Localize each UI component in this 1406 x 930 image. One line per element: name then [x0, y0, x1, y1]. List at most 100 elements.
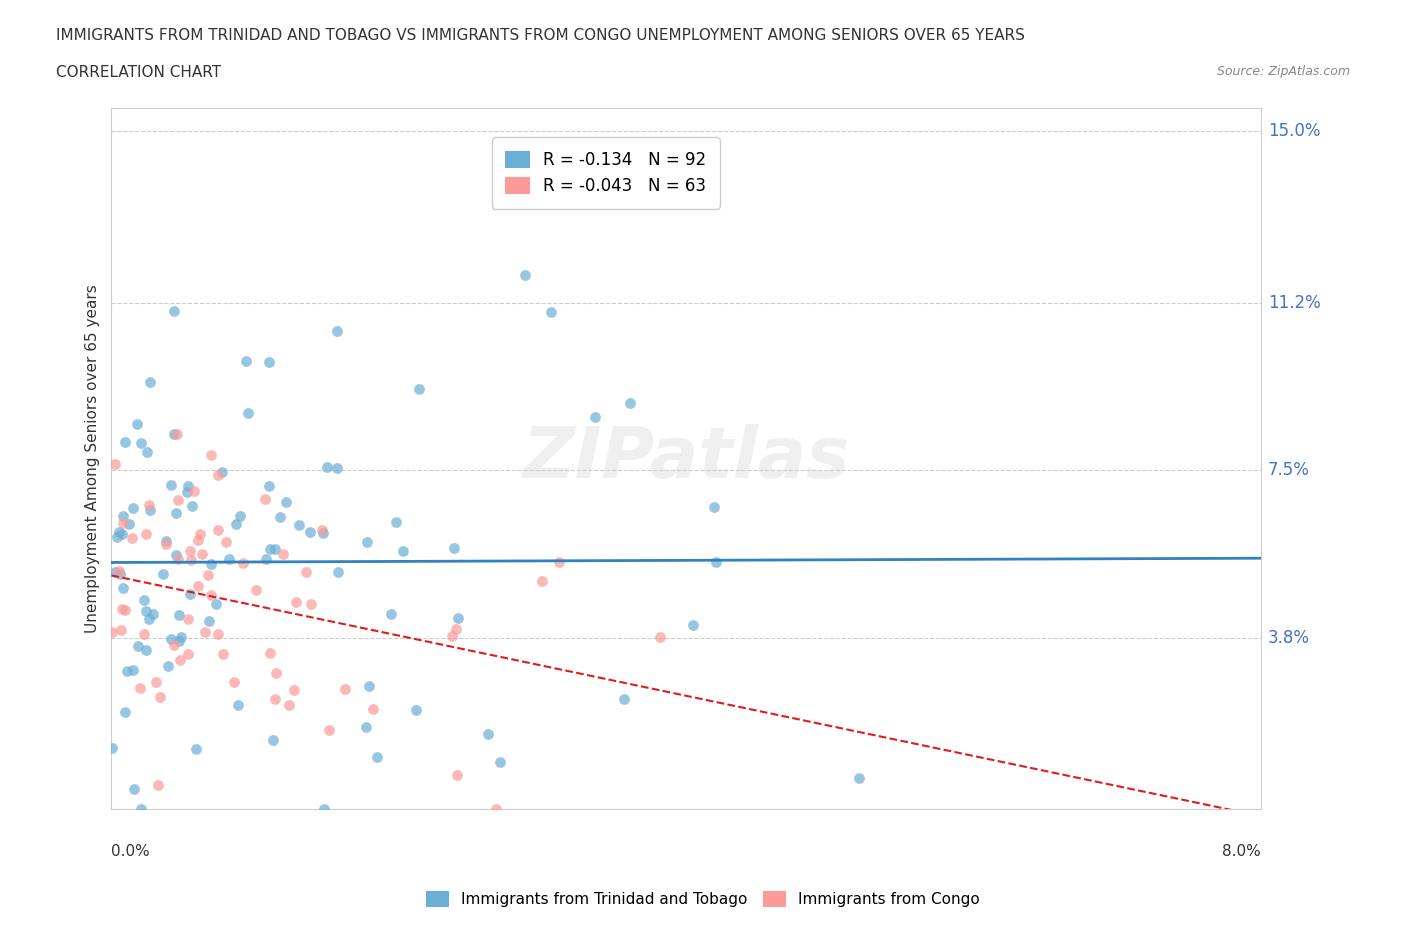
Point — [278, 698, 301, 712]
Point — [152, 566, 174, 581]
Point — [188, 526, 211, 541]
Point — [361, 702, 384, 717]
Point — [169, 607, 191, 622]
Point — [163, 304, 186, 319]
Point — [165, 506, 187, 521]
Point — [104, 456, 127, 471]
Point — [142, 606, 165, 621]
Point — [129, 435, 152, 450]
Point — [257, 354, 280, 369]
Point — [207, 523, 229, 538]
Point — [262, 733, 284, 748]
Point — [163, 637, 186, 652]
Point — [325, 461, 347, 476]
Point — [356, 534, 378, 549]
Point — [391, 543, 413, 558]
Point — [245, 582, 267, 597]
Point — [108, 567, 131, 582]
Point — [200, 556, 222, 571]
Point — [271, 547, 294, 562]
Point — [211, 465, 233, 480]
Point — [682, 618, 704, 632]
Point — [135, 445, 157, 459]
Point — [207, 626, 229, 641]
Point — [129, 802, 152, 817]
Point — [177, 478, 200, 493]
Point — [380, 606, 402, 621]
Point — [287, 518, 309, 533]
Point — [326, 324, 349, 339]
Point — [101, 740, 124, 755]
Point — [440, 629, 463, 644]
Point — [129, 681, 152, 696]
Point — [613, 692, 636, 707]
Point — [139, 503, 162, 518]
Point — [155, 534, 177, 549]
Point — [138, 612, 160, 627]
Point — [176, 485, 198, 499]
Point — [328, 565, 350, 579]
Point — [121, 501, 143, 516]
Point — [299, 596, 322, 611]
Point — [228, 508, 250, 523]
Point — [311, 523, 333, 538]
Point — [187, 578, 209, 593]
Point — [108, 564, 131, 578]
Point — [132, 593, 155, 608]
Y-axis label: Unemployment Among Seniors over 65 years: Unemployment Among Seniors over 65 years — [86, 285, 100, 633]
Point — [218, 552, 240, 567]
Point — [515, 268, 537, 283]
Point — [165, 548, 187, 563]
Point — [547, 554, 569, 569]
Point — [531, 573, 554, 588]
Point — [114, 603, 136, 618]
Point — [111, 581, 134, 596]
Text: 15.0%: 15.0% — [1268, 122, 1320, 140]
Point — [183, 484, 205, 498]
Text: 7.5%: 7.5% — [1268, 461, 1310, 479]
Point — [179, 544, 201, 559]
Point — [100, 624, 122, 639]
Point — [108, 525, 131, 539]
Point — [443, 540, 465, 555]
Point — [159, 477, 181, 492]
Point — [215, 535, 238, 550]
Point — [127, 638, 149, 653]
Point — [122, 662, 145, 677]
Point — [312, 525, 335, 540]
Point — [145, 674, 167, 689]
Point — [181, 499, 204, 514]
Point — [444, 622, 467, 637]
Point — [488, 754, 510, 769]
Point — [110, 623, 132, 638]
Text: ZIPatlas: ZIPatlas — [523, 424, 849, 493]
Point — [187, 532, 209, 547]
Point — [276, 495, 298, 510]
Point — [200, 447, 222, 462]
Point — [619, 396, 641, 411]
Point — [269, 510, 291, 525]
Point — [198, 614, 221, 629]
Text: IMMIGRANTS FROM TRINIDAD AND TOBAGO VS IMMIGRANTS FROM CONGO UNEMPLOYMENT AMONG : IMMIGRANTS FROM TRINIDAD AND TOBAGO VS I… — [56, 28, 1025, 43]
Point — [155, 537, 177, 551]
Point — [205, 597, 228, 612]
Point — [583, 409, 606, 424]
Point — [285, 594, 308, 609]
Point — [259, 541, 281, 556]
Point — [312, 802, 335, 817]
Point — [111, 508, 134, 523]
Point — [170, 630, 193, 644]
Text: 3.8%: 3.8% — [1268, 629, 1310, 646]
Point — [226, 698, 249, 712]
Point — [254, 491, 277, 506]
Point — [111, 526, 134, 541]
Point — [169, 653, 191, 668]
Point — [121, 530, 143, 545]
Point — [207, 467, 229, 482]
Point — [211, 646, 233, 661]
Point — [254, 551, 277, 566]
Point — [236, 405, 259, 420]
Point — [179, 586, 201, 601]
Point — [318, 723, 340, 737]
Point — [177, 646, 200, 661]
